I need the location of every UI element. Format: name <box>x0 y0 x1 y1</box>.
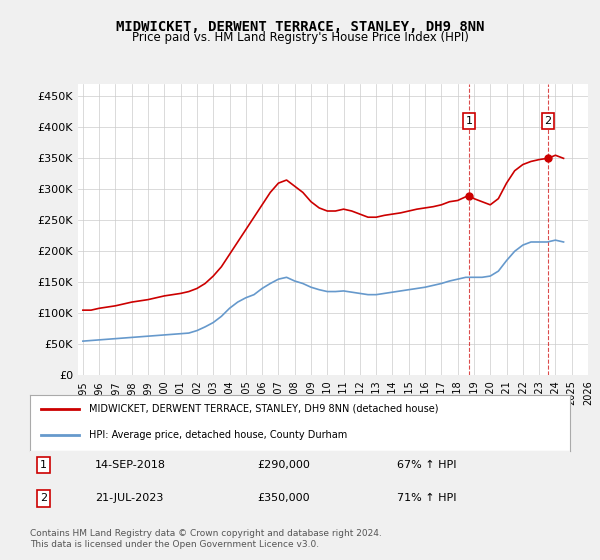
Text: 2: 2 <box>40 493 47 503</box>
Text: £350,000: £350,000 <box>257 493 310 503</box>
Text: HPI: Average price, detached house, County Durham: HPI: Average price, detached house, Coun… <box>89 430 347 440</box>
Text: MIDWICKET, DERWENT TERRACE, STANLEY, DH9 8NN (detached house): MIDWICKET, DERWENT TERRACE, STANLEY, DH9… <box>89 404 439 414</box>
Text: £290,000: £290,000 <box>257 460 310 470</box>
Text: Price paid vs. HM Land Registry's House Price Index (HPI): Price paid vs. HM Land Registry's House … <box>131 31 469 44</box>
Text: 1: 1 <box>466 116 473 126</box>
Text: 21-JUL-2023: 21-JUL-2023 <box>95 493 163 503</box>
Text: 2: 2 <box>545 116 551 126</box>
Text: 1: 1 <box>40 460 47 470</box>
Text: 67% ↑ HPI: 67% ↑ HPI <box>397 460 457 470</box>
Text: 14-SEP-2018: 14-SEP-2018 <box>95 460 166 470</box>
Text: Contains HM Land Registry data © Crown copyright and database right 2024.
This d: Contains HM Land Registry data © Crown c… <box>30 529 382 549</box>
Text: 71% ↑ HPI: 71% ↑ HPI <box>397 493 457 503</box>
Text: MIDWICKET, DERWENT TERRACE, STANLEY, DH9 8NN: MIDWICKET, DERWENT TERRACE, STANLEY, DH9… <box>116 20 484 34</box>
